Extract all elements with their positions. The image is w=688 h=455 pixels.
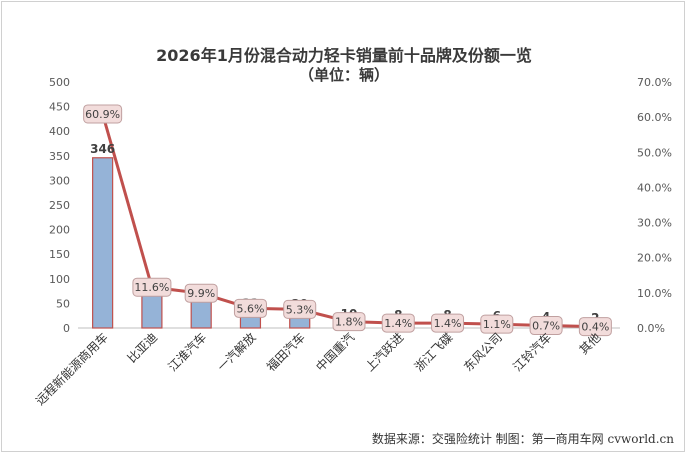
y-left-tick-label: 150 [49,248,70,261]
share-label-box [132,277,172,297]
share-label-box [83,104,123,124]
x-category-label: 江淮汽车 [165,330,210,375]
x-category-label: 中国重汽 [313,330,358,375]
share-label-box [381,313,415,333]
y-left-tick-label: 250 [49,199,70,212]
share-label: 1.8% [335,316,363,329]
y-left-tick-label: 50 [56,297,70,310]
bar-value-label: 346 [90,142,115,156]
share-label-box [578,317,612,337]
share-label: 1.1% [483,318,511,331]
x-category-label: 浙江飞碟 [412,330,456,374]
y-right-tick-label: 10.0% [637,287,672,300]
chart-title: 2026年1月份混合动力轻卡销量前十品牌及份额一览 [156,46,532,65]
share-label: 0.7% [532,320,560,333]
x-category-label: 东风公司 [461,330,505,374]
y-right-tick-label: 20.0% [637,252,672,265]
y-right-tick-label: 50.0% [637,146,672,159]
y-left-tick-label: 450 [49,101,70,114]
share-label-box [480,314,514,334]
share-label: 5.3% [286,303,314,316]
y-right-tick-label: 70.0% [637,76,672,89]
share-label-box [332,312,366,332]
share-label: 1.4% [384,317,412,330]
data-source-note: 数据来源：交强险统计 制图：第一商用车网 cvworld.cn [371,432,674,446]
share-label: 0.4% [581,321,609,334]
y-left-tick-label: 0 [63,322,70,335]
x-category-label: 江铃汽车 [510,330,555,375]
share-label-box [529,316,563,336]
y-left-tick-label: 100 [49,273,70,286]
y-right-tick-label: 30.0% [637,217,672,230]
share-label: 11.6% [134,281,169,294]
x-category-label: 上汽跃进 [362,330,407,375]
chart-subtitle: （单位：辆） [298,66,389,84]
bar [92,157,114,329]
y-right-tick-label: 40.0% [637,181,672,194]
x-category-label: 远程新能源商用车 [32,330,110,408]
share-label-box [283,299,317,319]
x-category-label: 比亚迪 [125,330,160,365]
x-category-label: 一汽解放 [214,330,259,375]
y-left-tick-label: 200 [49,224,70,237]
share-label: 60.9% [85,108,120,121]
share-label: 5.6% [236,302,264,315]
share-label-box [233,298,267,318]
bar [141,294,163,329]
y-left-tick-label: 350 [49,150,70,163]
y-left-tick-label: 400 [49,125,70,138]
x-category-label: 福田汽车 [263,330,308,375]
share-label-box [184,283,218,303]
y-left-tick-label: 300 [49,174,70,187]
y-left-tick-label: 500 [49,76,70,89]
bar [190,299,212,329]
share-label: 1.4% [434,317,462,330]
share-line [101,113,596,329]
share-label-box [431,313,465,333]
y-right-tick-label: 0.0% [637,322,665,335]
y-right-tick-label: 60.0% [637,111,672,124]
share-label: 9.9% [187,287,215,300]
